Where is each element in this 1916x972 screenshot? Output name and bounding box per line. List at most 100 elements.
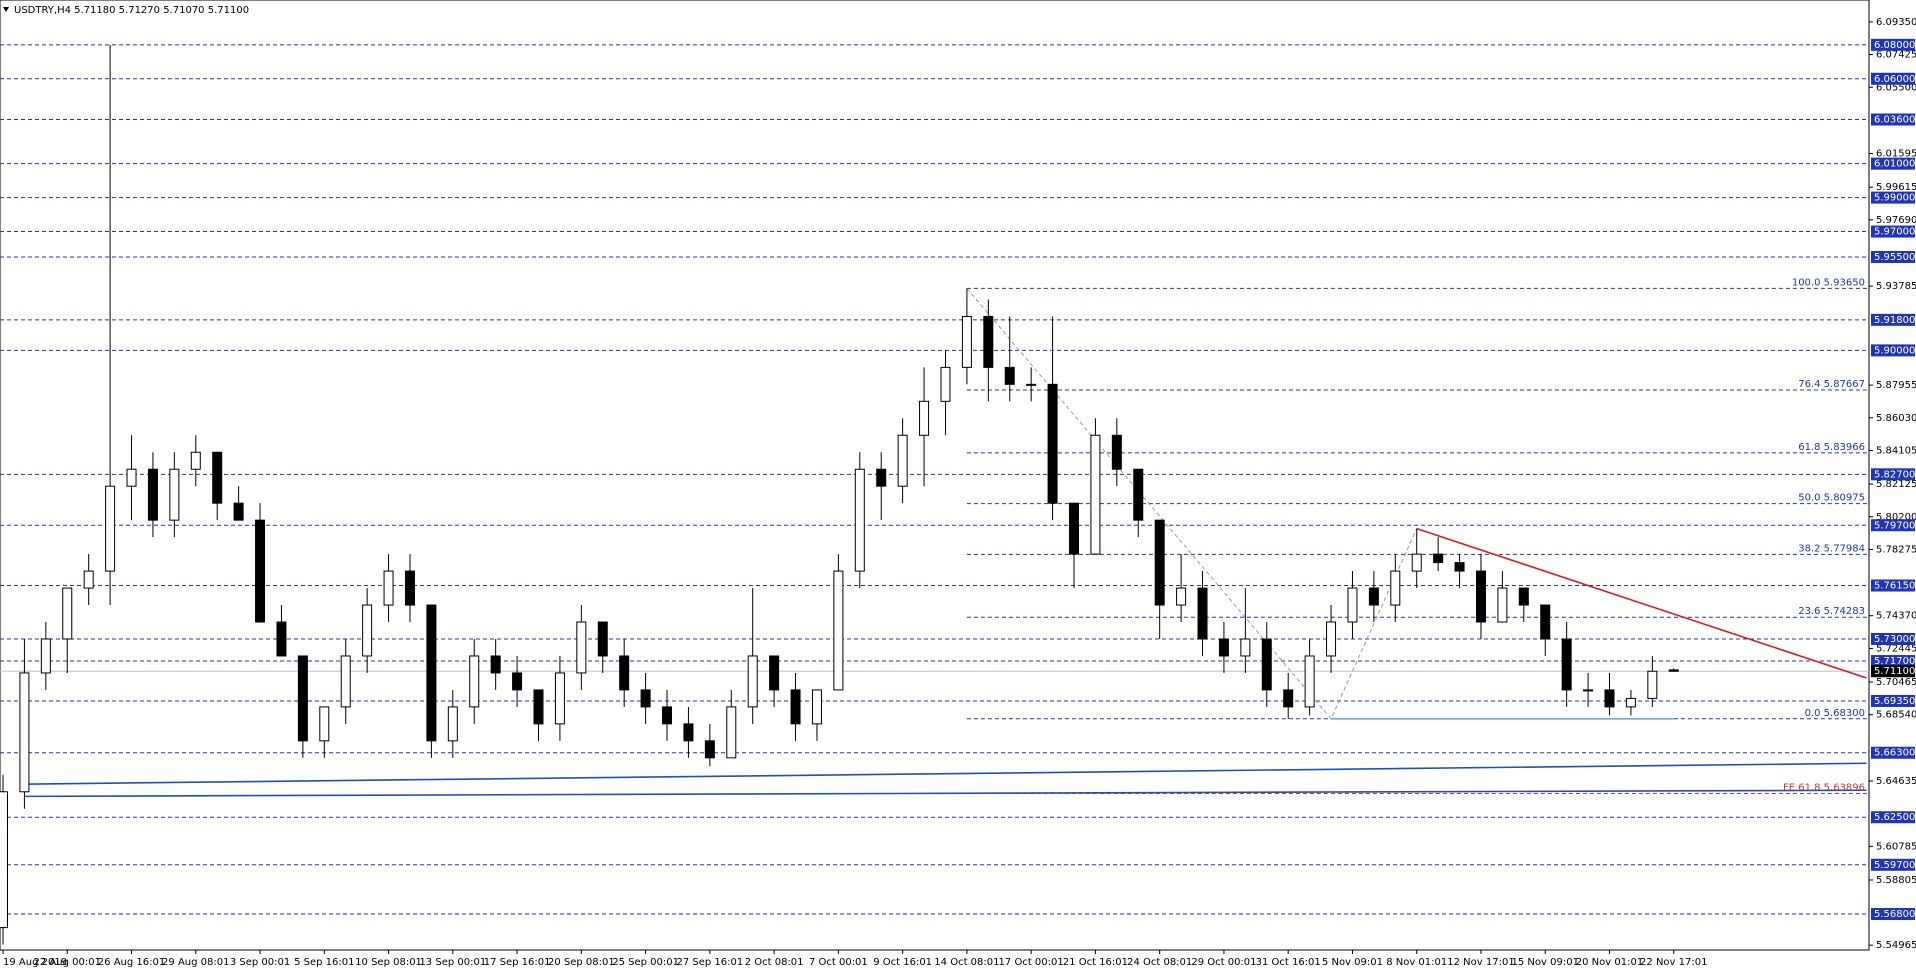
y-tick-label: 5.78275 bbox=[1876, 544, 1916, 555]
candle-body bbox=[0, 791, 8, 929]
candle-body bbox=[469, 655, 480, 708]
y-tick-label: 5.74370 bbox=[1876, 611, 1916, 622]
candle-body bbox=[704, 740, 715, 759]
level-label: 5.79700 bbox=[1874, 520, 1915, 531]
candle-body bbox=[683, 723, 694, 742]
level-box bbox=[1871, 225, 1915, 238]
candle-body bbox=[1283, 689, 1294, 708]
x-tick-label: 17 Oct 00:01 bbox=[999, 957, 1064, 968]
level-label: 5.62500 bbox=[1874, 812, 1915, 823]
y-tick-label: 6.01595 bbox=[1876, 149, 1916, 160]
x-tick-label: 12 Nov 17:01 bbox=[1447, 957, 1514, 968]
x-tick-label: 3 Sep 00:01 bbox=[230, 957, 290, 968]
candle-body bbox=[747, 655, 758, 708]
candle-body bbox=[1368, 587, 1379, 606]
candle-body bbox=[490, 655, 501, 674]
x-tick-label: 22 Aug 00:01 bbox=[34, 957, 101, 968]
y-tick-label: 6.05500 bbox=[1876, 82, 1916, 93]
candle-body bbox=[597, 621, 608, 657]
candle-body bbox=[1625, 697, 1636, 708]
level-box bbox=[1871, 746, 1915, 759]
y-tick-label: 5.72445 bbox=[1876, 643, 1916, 654]
x-tick-label: 29 Aug 08:01 bbox=[162, 957, 229, 968]
level-label: 5.69350 bbox=[1874, 696, 1915, 707]
level-label: 6.03600 bbox=[1874, 115, 1915, 126]
candle-body bbox=[169, 468, 180, 521]
candle-body bbox=[1433, 553, 1444, 564]
fib-label: FE 61.8 5.63896 bbox=[1783, 783, 1865, 794]
level-box bbox=[1871, 694, 1915, 707]
x-tick-label: 7 Oct 00:01 bbox=[809, 957, 868, 968]
candle-body bbox=[447, 706, 458, 742]
level-label: 5.73000 bbox=[1874, 634, 1915, 645]
level-box bbox=[1871, 157, 1915, 170]
candle-body bbox=[276, 621, 287, 657]
x-tick-label: 17 Sep 16:01 bbox=[484, 957, 551, 968]
level-box bbox=[1871, 858, 1915, 871]
candle-body bbox=[640, 689, 651, 708]
candle-body bbox=[362, 604, 373, 657]
y-tick-label: 5.99615 bbox=[1876, 182, 1916, 193]
candle-body bbox=[576, 621, 587, 674]
candle-body bbox=[1647, 670, 1658, 699]
candle-body bbox=[1197, 587, 1208, 640]
candle-body bbox=[1304, 655, 1315, 708]
y-tick-label: 5.93785 bbox=[1876, 281, 1916, 292]
candle-body bbox=[512, 672, 523, 691]
y-tick-label: 5.58805 bbox=[1876, 875, 1916, 886]
candle-body bbox=[1047, 383, 1058, 504]
fib-label: 50.0 5.80975 bbox=[1798, 493, 1865, 504]
menu-arrow bbox=[3, 7, 9, 12]
level-label: 5.99000 bbox=[1874, 193, 1915, 204]
candle-body bbox=[769, 655, 780, 691]
candle-body bbox=[1475, 570, 1486, 623]
y-tick-label: 5.60785 bbox=[1876, 841, 1916, 852]
candle-body bbox=[1390, 570, 1401, 606]
candle-body bbox=[940, 366, 951, 402]
level-box bbox=[1871, 344, 1915, 357]
candle-body bbox=[1069, 502, 1079, 555]
candle-body bbox=[1497, 587, 1508, 623]
fib-label: 0.0 5.68300 bbox=[1805, 708, 1865, 719]
candle-body bbox=[190, 451, 201, 470]
y-tick-label: 5.84105 bbox=[1876, 445, 1916, 456]
y-tick-label: 5.97690 bbox=[1876, 215, 1916, 226]
level-box bbox=[1871, 655, 1915, 668]
level-label: 6.01000 bbox=[1874, 159, 1915, 170]
level-label: 5.95500 bbox=[1874, 252, 1915, 263]
x-tick-label: 5 Sep 16:01 bbox=[294, 957, 354, 968]
x-tick-label: 20 Nov 01:01 bbox=[1576, 957, 1643, 968]
x-tick-label: 21 Oct 16:01 bbox=[1063, 957, 1128, 968]
x-tick-label: 15 Nov 09:01 bbox=[1512, 957, 1579, 968]
level-label: 5.90000 bbox=[1874, 345, 1915, 356]
level-box bbox=[1871, 191, 1915, 204]
candle-body bbox=[961, 315, 972, 368]
fib-label: 23.6 5.74283 bbox=[1798, 606, 1865, 617]
candle-body bbox=[876, 468, 887, 487]
level-label: 5.59700 bbox=[1874, 860, 1915, 871]
y-tick-label: 5.80200 bbox=[1876, 512, 1916, 523]
candle-body bbox=[40, 638, 51, 674]
fib-label: 100.0 5.93650 bbox=[1792, 277, 1865, 288]
candle-body bbox=[790, 689, 801, 725]
candle-body bbox=[1133, 468, 1144, 521]
x-tick-label: 5 Nov 09:01 bbox=[1322, 957, 1383, 968]
x-tick-label: 13 Sep 00:01 bbox=[419, 957, 486, 968]
candle-body bbox=[1176, 587, 1187, 606]
trendline bbox=[24, 789, 1867, 798]
trendline bbox=[1416, 527, 1867, 679]
candle-body bbox=[147, 468, 158, 521]
candle-body bbox=[897, 434, 908, 487]
x-tick-label: 8 Nov 01:01 bbox=[1386, 957, 1447, 968]
candle-body bbox=[1347, 587, 1358, 623]
level-label: 5.56800 bbox=[1874, 909, 1915, 920]
y-tick-label: 5.64635 bbox=[1876, 776, 1916, 787]
x-tick-label: 29 Oct 00:01 bbox=[1191, 957, 1256, 968]
level-box bbox=[1871, 579, 1915, 592]
candle-body bbox=[255, 519, 266, 623]
candle-body bbox=[212, 451, 223, 504]
candle-body bbox=[1540, 604, 1551, 640]
level-label: 5.91800 bbox=[1874, 315, 1915, 326]
